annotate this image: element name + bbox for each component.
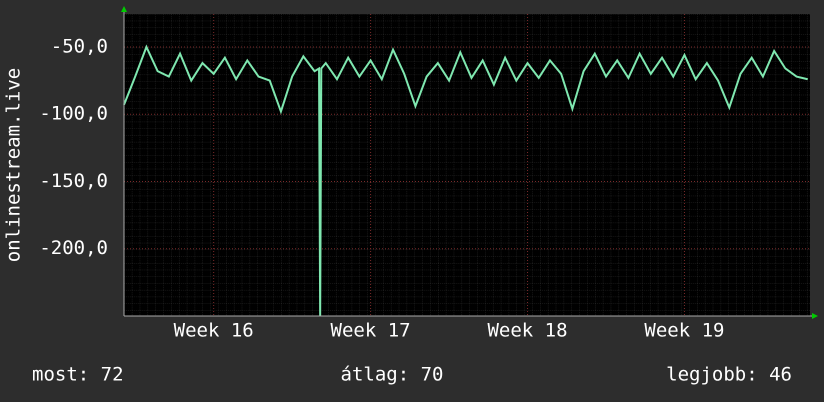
x-tick-label: Week 18 — [487, 320, 567, 342]
footer-best: legjobb: 46 — [666, 364, 792, 386]
y-tick-label: -150,0 — [39, 170, 108, 192]
y-axis-label: onlinestream.live — [3, 68, 25, 262]
y-tick-label: -200,0 — [39, 237, 108, 259]
x-tick-label: Week 19 — [644, 320, 724, 342]
x-tick-label: Week 17 — [331, 320, 411, 342]
x-tick-label: Week 16 — [174, 320, 254, 342]
y-tick-label: -50,0 — [51, 35, 108, 57]
axis-arrow — [812, 313, 818, 319]
y-tick-label: -100,0 — [39, 103, 108, 125]
footer-average: átlag: 70 — [341, 364, 444, 386]
plot-area — [124, 14, 810, 316]
data-line — [123, 44, 808, 317]
footer-current: most: 72 — [32, 364, 124, 386]
axis-arrow — [121, 6, 127, 12]
